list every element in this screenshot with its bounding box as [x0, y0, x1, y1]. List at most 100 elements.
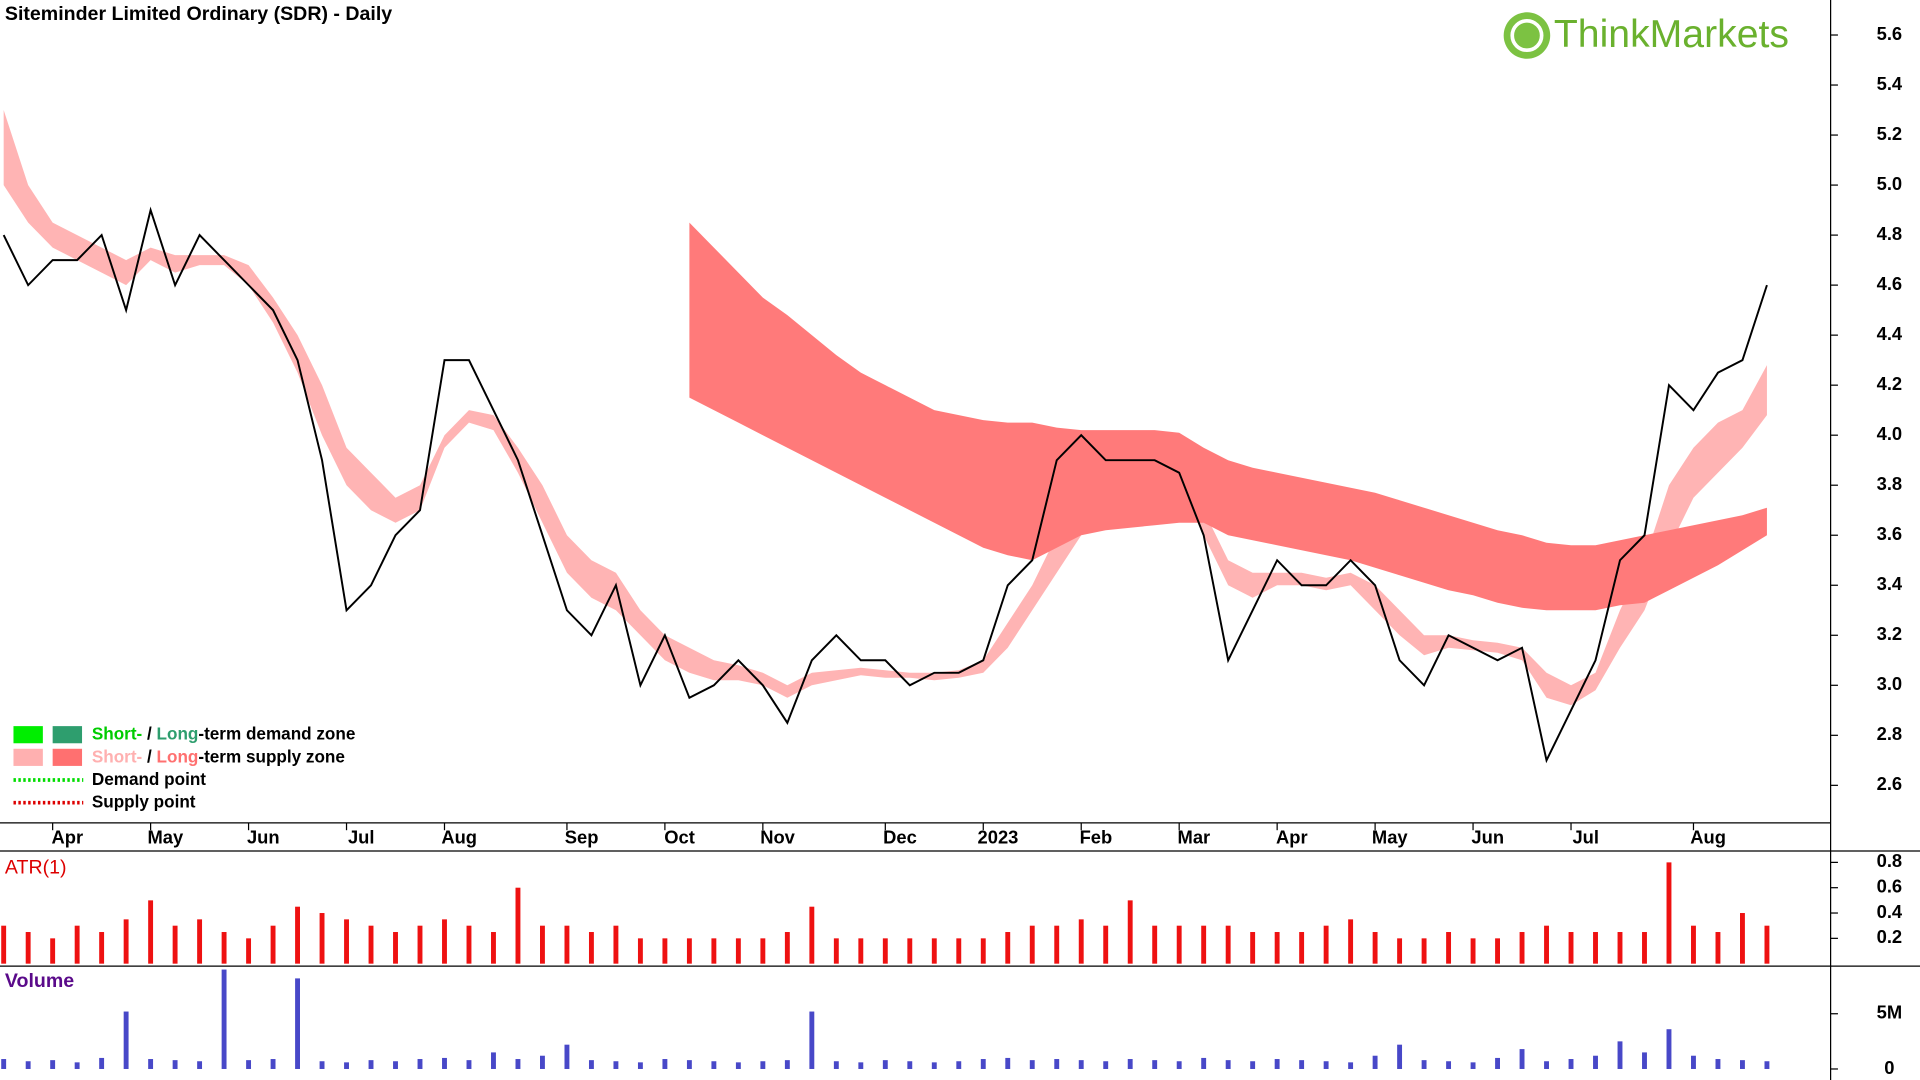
bar [99, 1057, 105, 1069]
bar [711, 1061, 717, 1069]
x-tick-label: Aug [1690, 827, 1726, 848]
x-tick-label: Apr [52, 827, 84, 848]
x-tick-label: Apr [1276, 827, 1308, 848]
bar [1495, 938, 1500, 964]
legend-label: Demand point [92, 769, 206, 789]
bar [1666, 1029, 1672, 1069]
x-tick-label: Feb [1080, 827, 1113, 848]
bar [50, 1060, 56, 1069]
x-tick-label: May [1372, 827, 1409, 848]
bar [784, 932, 790, 964]
bar [417, 1059, 423, 1069]
bar [393, 1061, 398, 1069]
bar [980, 938, 986, 964]
bar [25, 932, 31, 964]
chart-title: Siteminder Limited Ordinary (SDR) - Dail… [5, 3, 392, 25]
bar [760, 1061, 766, 1069]
bar [882, 938, 888, 964]
y-tick-label: 3.2 [1877, 623, 1903, 644]
bar [1544, 1061, 1549, 1069]
y-tick-label: 4.4 [1877, 323, 1903, 344]
bar [956, 1061, 962, 1069]
legend-label-part: Long [157, 746, 199, 766]
bar [1372, 1055, 1378, 1069]
bar [1, 925, 7, 964]
bar [172, 925, 178, 964]
logo: ThinkMarkets [1503, 12, 1789, 59]
bar [491, 932, 496, 964]
y-tick-label: 3.8 [1877, 473, 1903, 494]
legend-label-part: Short- [92, 723, 143, 743]
x-tick-label: Nov [760, 827, 795, 848]
price-line [2, 206, 1768, 764]
bar [1593, 932, 1598, 964]
bar [74, 925, 80, 964]
x-tick-label: Dec [883, 827, 917, 848]
logo-text: ThinkMarkets [1554, 13, 1789, 56]
legend-swatch [52, 748, 83, 766]
bar [1495, 1057, 1500, 1069]
bar [1201, 925, 1207, 964]
logo-icon-ring [1510, 18, 1544, 53]
bar [907, 938, 913, 964]
bar [1348, 1062, 1354, 1069]
bar [1470, 938, 1476, 964]
bar [735, 1062, 741, 1069]
bar [564, 925, 570, 964]
x-tick-label: May [147, 827, 184, 848]
bar [1250, 932, 1256, 964]
y-tick-label: 0.6 [1877, 876, 1903, 897]
atr-title: ATR(1) [5, 856, 67, 878]
bar [1299, 1060, 1305, 1069]
bar [662, 938, 668, 964]
legend-label-part: -term demand zone [198, 723, 355, 743]
bar [270, 925, 276, 964]
bar [931, 938, 937, 964]
bar [1470, 1062, 1476, 1069]
bar [1568, 1059, 1574, 1069]
legend-swatch [52, 726, 83, 744]
y-tick-label: 5.0 [1877, 173, 1903, 194]
bar [1005, 1057, 1011, 1069]
bar [148, 900, 154, 964]
bar [1421, 1060, 1427, 1069]
bar [662, 1059, 668, 1069]
bar [1201, 1057, 1207, 1069]
bar [686, 1060, 692, 1069]
x-tick-label: Jun [247, 827, 280, 848]
bar [197, 919, 203, 964]
legend-label-part: / [142, 723, 156, 743]
y-tick-label: 4.2 [1877, 373, 1903, 394]
y-tick-label: 0.2 [1877, 926, 1903, 947]
bar [344, 1062, 349, 1069]
bar [466, 1060, 472, 1069]
bar [1029, 1060, 1035, 1069]
bar [197, 1061, 203, 1069]
bar [540, 925, 545, 964]
bar [1666, 862, 1672, 964]
bar [442, 919, 447, 964]
bar [1078, 919, 1084, 964]
x-tick-label: Oct [664, 827, 695, 848]
bar [613, 1061, 619, 1069]
bar [882, 1060, 888, 1069]
x-tick-label: Jul [348, 827, 375, 848]
bar [686, 938, 692, 964]
bar [564, 1044, 570, 1069]
y-tick-label: 0.8 [1877, 850, 1903, 871]
bar [907, 1061, 913, 1069]
y-tick-label: 4.8 [1877, 223, 1903, 244]
bar [1, 1059, 7, 1069]
bar [858, 938, 864, 964]
y-tick-label: 4.0 [1877, 423, 1903, 444]
bar [1519, 932, 1525, 964]
bar [1323, 925, 1329, 964]
y-tick-label: 5.6 [1877, 23, 1903, 44]
bar [735, 938, 741, 964]
legend-label: Supply point [92, 791, 196, 811]
bar [1299, 932, 1305, 964]
bar [172, 1060, 178, 1069]
y-tick-label: 2.6 [1877, 773, 1903, 794]
bar [858, 1062, 864, 1069]
